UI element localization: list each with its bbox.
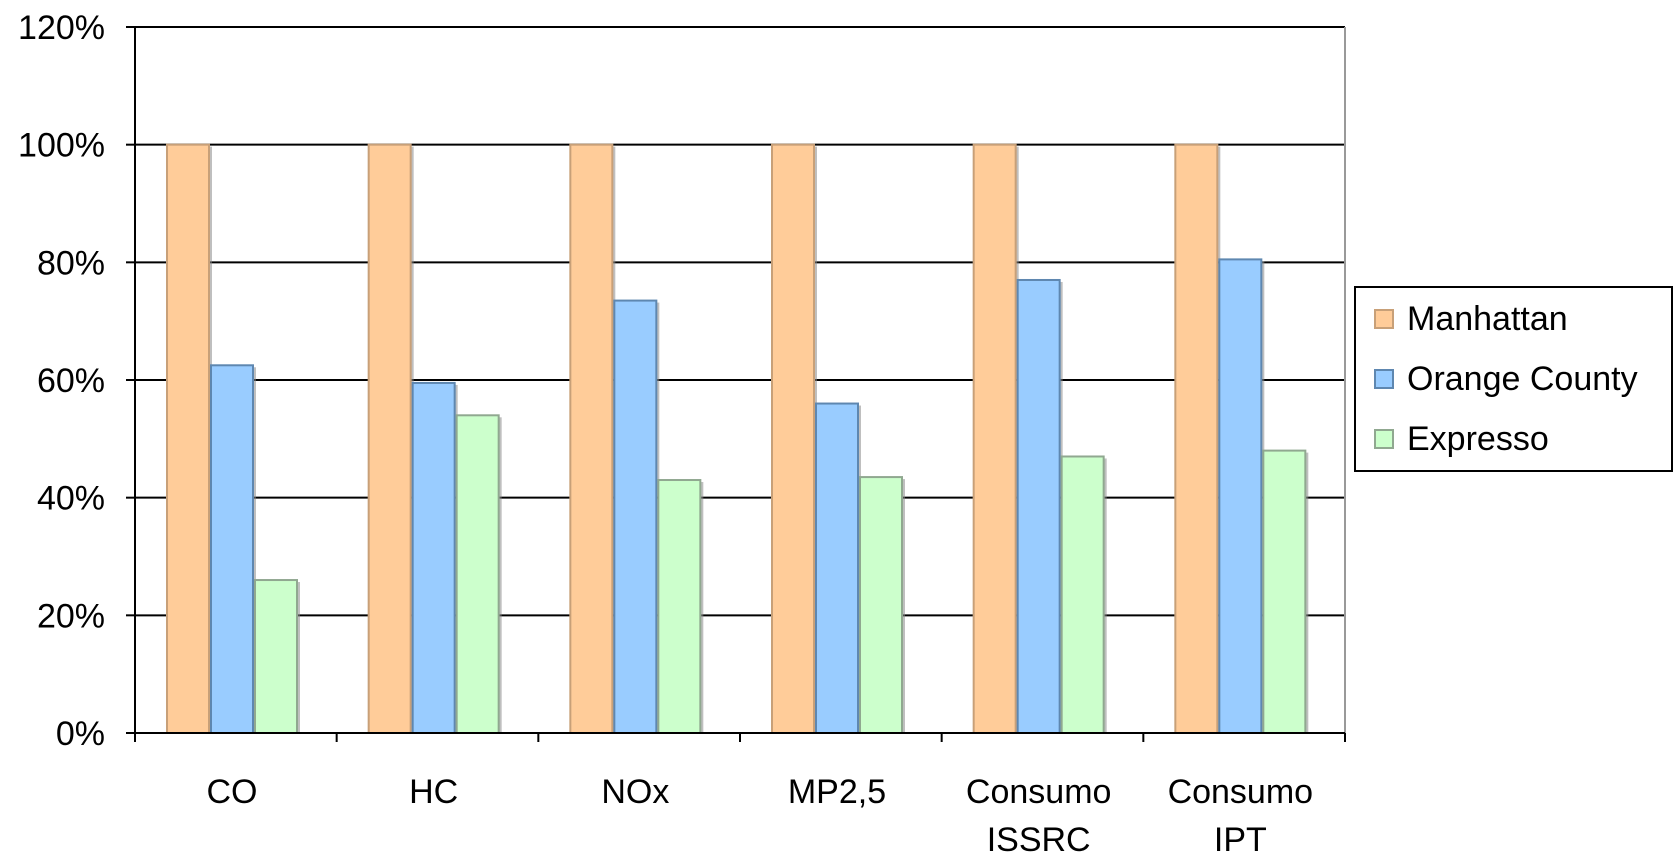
x-tick-label: Consumo [966,773,1112,811]
bars [166,143,1309,735]
legend-swatch [1374,369,1394,389]
legend-swatch [1374,309,1394,329]
x-tick-label: ISSRC [987,821,1091,854]
y-tick-label: 120% [18,9,105,47]
x-tick-label: CO [207,773,258,811]
bar [815,402,859,734]
legend-label: Manhattan [1407,300,1568,338]
y-tick-label: 100% [18,127,105,165]
y-tick-label: 80% [37,244,105,282]
bar [1174,143,1219,734]
x-tick-label: IPT [1214,821,1267,854]
x-tick-label: NOx [601,773,669,811]
bar [455,414,500,734]
bar [1218,258,1263,734]
axes [126,26,1346,742]
bar [859,476,903,735]
x-tick-label: MP2,5 [788,773,886,811]
y-tick-labels: 0% 20% 40% 60% 80% 100% 120% [18,9,105,753]
bar [1016,278,1061,734]
bar [771,143,815,734]
bar [657,479,702,734]
y-tick-label: 40% [37,480,105,518]
y-tick-label: 20% [37,597,105,635]
bar [411,381,456,734]
bar [254,579,298,734]
legend-swatch [1374,429,1394,449]
bar [1060,455,1105,734]
y-tick-label: 0% [56,715,105,753]
bar [972,143,1017,734]
legend-label: Expresso [1407,420,1549,458]
y-tick-label: 60% [37,362,105,400]
gridlines [135,26,1345,617]
legend-label: Orange County [1407,360,1638,398]
legend: Manhattan Orange County Expresso [1354,286,1673,472]
bar [166,143,210,734]
x-tick-labels: CO HC NOx MP2,5 Consumo ISSRC Consumo IPT [207,773,1314,859]
bar [569,143,614,734]
x-tick-label: Consumo [1168,773,1314,811]
legend-box [1354,286,1673,472]
bar [1262,449,1307,734]
bar [613,299,658,734]
bar [210,364,254,734]
x-tick-label: HC [409,773,458,811]
bar [367,143,412,734]
